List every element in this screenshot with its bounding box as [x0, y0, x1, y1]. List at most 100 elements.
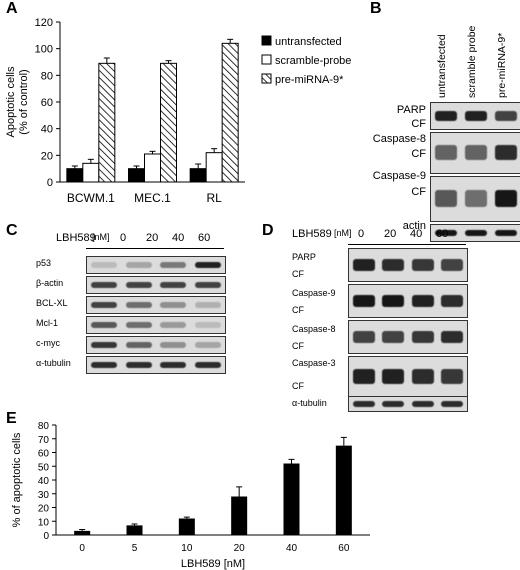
- band: [464, 229, 488, 236]
- band: [194, 281, 221, 288]
- y-tick-label: 80: [41, 70, 53, 82]
- band: [464, 145, 488, 161]
- y-tick-label: 40: [38, 476, 50, 487]
- band: [352, 401, 375, 407]
- legend-label: scramble-probe: [275, 55, 351, 67]
- blot-c-row: [86, 316, 226, 334]
- band: [194, 341, 221, 348]
- x-tick-label: BCWM.1: [67, 191, 115, 205]
- band: [441, 258, 464, 271]
- blot-b-label: Caspase-8: [372, 133, 426, 145]
- bar: [74, 530, 91, 535]
- y-tick-label: 0: [43, 531, 49, 542]
- bar-untransfected: [128, 168, 145, 183]
- band: [125, 361, 152, 368]
- band: [91, 281, 118, 288]
- legend-label: pre-miRNA-9*: [275, 74, 344, 86]
- band: [194, 361, 221, 368]
- band: [125, 321, 152, 328]
- x-axis-label: LBH589 [nM]: [181, 558, 245, 570]
- bar-scramble-probe: [205, 152, 223, 183]
- y-axis-label: Apoptotic cells(% of control): [5, 66, 30, 137]
- blot-b-label: CF: [411, 148, 426, 160]
- dose-label: 40: [410, 228, 423, 240]
- blot-d-label: CF: [292, 381, 304, 391]
- blot-c-label: β-actin: [36, 278, 64, 288]
- dose-bar: [86, 248, 224, 249]
- band: [91, 261, 118, 268]
- band: [91, 361, 118, 368]
- band: [411, 330, 434, 343]
- x-tick-label: RL: [206, 191, 222, 205]
- band: [382, 294, 405, 307]
- band: [194, 301, 221, 308]
- blot-b-label: PARP: [396, 104, 426, 116]
- bar-scramble-probe: [144, 153, 161, 183]
- y-tick-label: 20: [38, 504, 50, 515]
- band: [352, 258, 375, 271]
- band: [494, 145, 518, 161]
- band: [382, 369, 405, 385]
- legend-swatch: [261, 35, 272, 46]
- band: [494, 110, 518, 121]
- blot-b-caspase9: [430, 176, 520, 222]
- band: [160, 301, 187, 308]
- y-tick-label: 100: [35, 44, 53, 56]
- y-tick-label: 10: [38, 517, 50, 528]
- bar: [335, 445, 352, 535]
- y-tick-label: 50: [38, 462, 50, 473]
- band: [411, 401, 434, 407]
- band: [411, 294, 434, 307]
- bar: [283, 463, 300, 535]
- band: [382, 401, 405, 407]
- blot-c-row: [86, 256, 226, 274]
- bar-pre-mirna-9-: [98, 62, 116, 183]
- dose-label: 60: [198, 232, 211, 244]
- legend-swatch: [261, 73, 272, 84]
- y-axis-label: % of apoptotic cells: [11, 432, 23, 527]
- dose-label: 0: [358, 228, 365, 240]
- band: [160, 361, 187, 368]
- blot-c-row: [86, 296, 226, 314]
- y-tick-label: 120: [35, 17, 53, 29]
- blot-d-caspase3: [348, 356, 468, 398]
- unit-label: [nM]: [92, 232, 110, 242]
- lane-label: pre-miRNA-9*: [496, 32, 508, 98]
- bar-untransfected: [189, 168, 207, 183]
- band: [91, 301, 118, 308]
- panel-letter-b: B: [370, 0, 382, 17]
- band: [434, 229, 458, 236]
- blot-b-actin: [430, 224, 520, 242]
- bar-pre-mirna-9-: [221, 42, 239, 183]
- band: [441, 369, 464, 385]
- dose-label: 20: [146, 232, 159, 244]
- apoptosis-bar-chart-e: 0 10 20 30 40 50 60 70 80 % of apoptotic cells 0 5 1…: [11, 421, 370, 570]
- x-tick-label: 40: [286, 543, 298, 554]
- band: [464, 190, 488, 207]
- band: [494, 190, 518, 207]
- band: [160, 321, 187, 328]
- apoptosis-bar-chart-a: 0 20 40 60 80 100 120 Apoptotic cells(% of cont…: [5, 17, 351, 205]
- legend-label: untransfected: [275, 36, 342, 48]
- band: [434, 145, 458, 161]
- y-tick-label: 60: [38, 449, 50, 460]
- blot-b-label: actin: [402, 220, 426, 232]
- band: [411, 369, 434, 385]
- y-tick-label: 40: [41, 124, 53, 136]
- blot-d-label: PARP: [292, 252, 316, 262]
- blot-c-row: [86, 276, 226, 294]
- y-axis-label-line: Apoptotic cells: [5, 66, 17, 137]
- band: [194, 321, 221, 328]
- band: [434, 190, 458, 207]
- panel-letter-d: D: [262, 222, 274, 239]
- band: [125, 341, 152, 348]
- x-tick-label: 0: [79, 543, 85, 554]
- bar: [126, 525, 143, 535]
- blot-b-label: CF: [411, 186, 426, 198]
- y-tick-label: 0: [47, 177, 53, 189]
- bar-pre-mirna-9-: [160, 62, 177, 183]
- band: [125, 281, 152, 288]
- blot-d-label: Caspase-3: [292, 358, 336, 368]
- blot-d-label: Caspase-8: [292, 324, 336, 334]
- blot-b-caspase8: [430, 132, 520, 174]
